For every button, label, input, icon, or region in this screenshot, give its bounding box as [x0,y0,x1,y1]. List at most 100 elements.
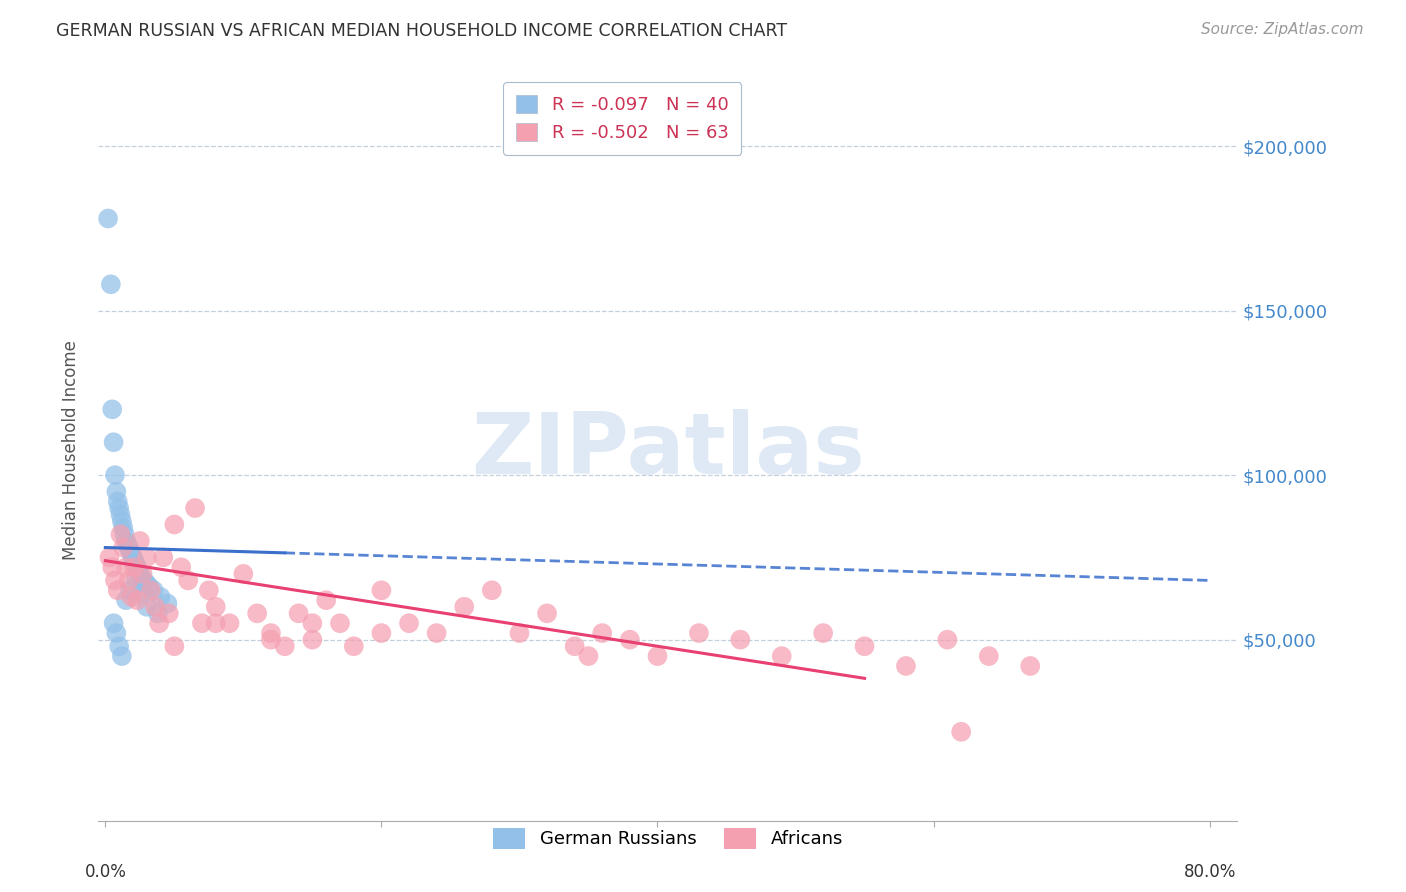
Point [107,494,129,508]
Text: 80.0%: 80.0% [1184,863,1236,881]
Point [125,593,148,607]
Y-axis label: Median Household Income: Median Household Income [62,341,80,560]
Point [156,597,179,611]
Point [315,593,337,607]
Point [811,626,834,640]
Point [104,574,127,588]
Point [98,550,121,565]
Point [398,616,420,631]
Point [770,649,793,664]
Point [118,574,141,588]
Point [142,583,165,598]
Point [107,583,129,598]
Text: Source: ZipAtlas.com: Source: ZipAtlas.com [1201,22,1364,37]
Point [135,550,157,565]
Point [127,564,149,578]
Point [110,508,132,522]
Point [118,541,141,555]
Point [536,607,558,621]
Point [143,599,166,614]
Point [481,583,503,598]
Point [120,583,142,598]
Point [688,626,710,640]
Point [121,547,143,561]
Point [591,626,613,640]
Point [204,616,226,631]
Point [1019,659,1042,673]
Point [101,560,124,574]
Point [125,560,148,574]
Point [508,626,530,640]
Point [260,626,283,640]
Point [105,484,128,499]
Point [157,607,180,621]
Point [117,537,139,551]
Point [152,550,174,565]
Point [936,632,959,647]
Point [301,632,323,647]
Point [112,521,135,535]
Point [128,533,150,548]
Point [135,599,157,614]
Point [112,541,135,555]
Point [218,616,240,631]
Point [191,616,214,631]
Point [204,599,226,614]
Point [564,639,586,653]
Point [111,514,134,528]
Point [105,626,128,640]
Point [122,550,145,565]
Point [138,580,160,594]
Point [329,616,352,631]
Point [115,560,138,574]
Point [139,583,162,598]
Point [950,724,973,739]
Point [114,527,136,541]
Point [104,468,127,483]
Point [103,435,125,450]
Point [111,649,134,664]
Point [120,544,142,558]
Point [125,557,148,571]
Point [578,649,600,664]
Point [163,639,186,653]
Point [170,560,193,574]
Point [108,501,131,516]
Point [115,533,138,548]
Point [453,599,475,614]
Point [177,574,200,588]
Point [232,566,254,581]
Point [426,626,449,640]
Text: 0.0%: 0.0% [84,863,127,881]
Point [132,574,155,588]
Point [148,616,170,631]
Point [108,639,131,653]
Point [149,590,172,604]
Point [129,586,152,600]
Point [124,560,146,574]
Point [101,402,124,417]
Point [129,570,152,584]
Point [647,649,669,664]
Point [853,639,876,653]
Point [619,632,641,647]
Point [287,607,309,621]
Point [97,211,120,226]
Point [343,639,366,653]
Point [115,593,138,607]
Point [131,566,153,581]
Point [125,574,148,588]
Point [730,632,752,647]
Point [977,649,1000,664]
Point [163,517,186,532]
Point [124,554,146,568]
Point [894,659,917,673]
Point [103,616,125,631]
Text: ZIPatlas: ZIPatlas [471,409,865,492]
Point [110,527,132,541]
Text: GERMAN RUSSIAN VS AFRICAN MEDIAN HOUSEHOLD INCOME CORRELATION CHART: GERMAN RUSSIAN VS AFRICAN MEDIAN HOUSEHO… [56,22,787,40]
Point [246,607,269,621]
Legend: German Russians, Africans: German Russians, Africans [485,821,851,856]
Point [135,576,157,591]
Point [274,639,297,653]
